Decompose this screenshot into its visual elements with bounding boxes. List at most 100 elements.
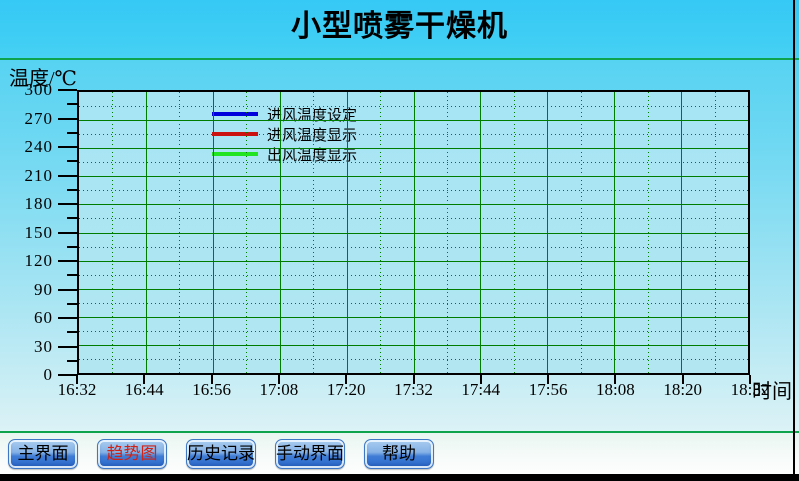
legend-entry: 出风温度显示 xyxy=(212,144,357,164)
gridline-vertical-minor xyxy=(112,92,114,373)
x-major-tick xyxy=(681,375,684,384)
x-tick-label: 18:08 xyxy=(596,380,635,399)
x-tick-label: 17:44 xyxy=(461,380,501,399)
nav-button-4[interactable]: 帮助 xyxy=(364,438,434,469)
y-major-tick xyxy=(58,374,77,376)
gridline-vertical-major xyxy=(346,92,348,373)
y-major-tick xyxy=(58,260,77,262)
gridline-vertical-major xyxy=(480,92,482,373)
page-title: 小型喷雾干燥机 xyxy=(291,10,508,43)
y-tick-label: 60 xyxy=(34,308,53,327)
x-major-tick xyxy=(277,375,280,384)
trend-plot: 进风温度设定 进风温度显示 出风温度显示 xyxy=(77,90,750,375)
y-major-tick xyxy=(58,288,77,291)
gridline-vertical-major xyxy=(614,92,616,373)
gridline-vertical-minor xyxy=(246,92,248,373)
gridline-vertical-major xyxy=(681,92,683,373)
x-tick-label: 16:44 xyxy=(124,380,164,399)
y-minor-tick xyxy=(67,359,77,362)
x-axis-title: 时间 xyxy=(752,381,792,403)
y-major-tick xyxy=(58,174,77,177)
legend-entry: 进风温度设定 xyxy=(212,104,357,124)
x-major-tick xyxy=(210,375,213,384)
y-major-tick xyxy=(58,146,77,148)
x-tick-label: 16:32 xyxy=(57,380,97,399)
x-major-tick xyxy=(614,375,617,384)
x-major-tick xyxy=(143,375,146,384)
y-minor-tick xyxy=(67,245,77,248)
y-tick-label: 270 xyxy=(24,108,53,128)
gridline-vertical-minor xyxy=(380,92,382,373)
gridline-vertical-minor xyxy=(179,92,181,373)
gridline-vertical-major xyxy=(279,92,281,373)
y-tick-label: 120 xyxy=(24,251,53,270)
y-minor-tick xyxy=(67,160,77,163)
nav-button-2[interactable]: 历史记录 xyxy=(186,438,256,469)
y-major-tick xyxy=(58,203,77,205)
y-minor-tick xyxy=(67,302,77,305)
gridline-vertical-major xyxy=(212,92,214,373)
y-tick-label: 180 xyxy=(24,194,53,213)
y-minor-tick xyxy=(67,131,77,134)
footer-separator xyxy=(0,431,799,433)
gridline-vertical-major xyxy=(547,92,549,373)
legend-label: 进风温度设定 xyxy=(267,107,358,124)
y-tick-label: 30 xyxy=(34,336,53,356)
y-tick-label: 210 xyxy=(24,165,53,185)
nav-button-label: 手动界面 xyxy=(276,443,344,463)
y-major-tick xyxy=(58,89,77,91)
nav-button-label: 历史记录 xyxy=(187,443,255,463)
y-minor-tick xyxy=(67,331,77,334)
window-bottom-border xyxy=(0,474,799,481)
gridline-vertical-minor xyxy=(647,92,649,373)
x-tick-label: 18:32 xyxy=(730,380,770,399)
gridline-vertical-minor xyxy=(313,92,315,373)
x-major-tick xyxy=(76,375,78,384)
x-major-tick xyxy=(479,375,482,384)
chart-legend: 进风温度设定 进风温度显示 出风温度显示 xyxy=(212,104,357,164)
y-tick-label: 240 xyxy=(24,137,53,156)
y-major-tick xyxy=(58,231,77,234)
legend-entry: 进风温度显示 xyxy=(212,124,357,144)
x-major-tick xyxy=(345,375,348,384)
y-tick-label: 150 xyxy=(24,222,53,242)
gridline-vertical-minor xyxy=(580,92,582,373)
gridline-vertical-major xyxy=(413,92,415,373)
y-minor-tick xyxy=(67,274,77,277)
y-minor-tick xyxy=(67,188,77,191)
legend-label: 进风温度显示 xyxy=(267,127,358,144)
gridline-vertical-minor xyxy=(446,92,448,373)
x-major-tick xyxy=(547,375,550,384)
nav-button-1[interactable]: 趋势图 xyxy=(97,438,167,469)
title-bar: 小型喷雾干燥机 xyxy=(0,0,799,60)
y-major-tick xyxy=(58,345,77,348)
x-tick-label: 17:08 xyxy=(259,380,299,399)
legend-line-swatch xyxy=(212,152,258,156)
gridline-vertical-major xyxy=(145,92,147,373)
gridline-vertical-minor xyxy=(714,92,716,373)
x-tick-label: 16:56 xyxy=(192,380,231,399)
legend-line-swatch xyxy=(212,112,258,116)
nav-button-0[interactable]: 主界面 xyxy=(8,438,78,469)
window-right-border xyxy=(793,0,795,481)
x-tick-label: 17:20 xyxy=(326,380,366,399)
x-tick-label: 17:32 xyxy=(394,380,433,399)
legend-label: 出风温度显示 xyxy=(267,147,358,164)
y-minor-tick xyxy=(67,217,77,220)
nav-button-3[interactable]: 手动界面 xyxy=(275,438,345,469)
nav-button-label: 趋势图 xyxy=(106,443,158,463)
nav-button-label: 主界面 xyxy=(17,443,69,463)
x-tick-label: 17:56 xyxy=(528,380,568,399)
nav-button-label: 帮助 xyxy=(382,443,416,463)
y-major-tick xyxy=(58,117,77,120)
y-axis-title: 温度/℃ xyxy=(9,68,77,90)
y-tick-label: 90 xyxy=(34,279,53,299)
x-major-tick xyxy=(749,375,751,384)
nav-bar: 主界面 趋势图 历史记录 手动界面 帮助 xyxy=(0,433,799,474)
x-tick-label: 18:20 xyxy=(663,380,703,399)
x-major-tick xyxy=(412,375,415,384)
gridline-vertical-minor xyxy=(513,92,515,373)
y-tick-label: 0 xyxy=(43,365,53,384)
legend-line-swatch xyxy=(212,132,258,136)
